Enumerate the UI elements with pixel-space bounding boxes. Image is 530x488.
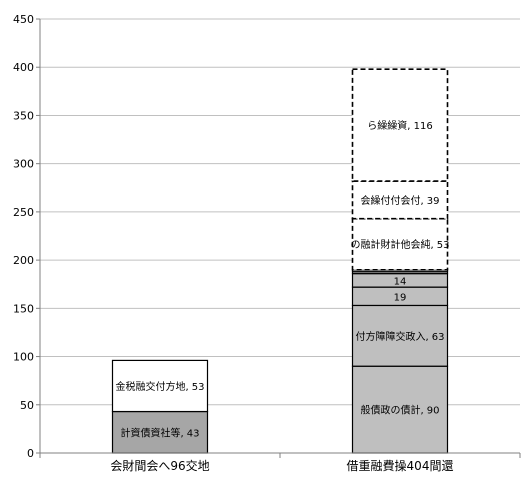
data-label: 計資債資社等, 43	[120, 426, 199, 439]
bar-segment	[351, 217, 449, 271]
y-axis: 0 50 100 150 200 250 300 350 400 450	[13, 13, 41, 460]
y-tick-label: 250	[13, 206, 34, 219]
data-label: 19	[394, 292, 407, 303]
bar-segment	[351, 68, 449, 182]
y-tick-label: 450	[13, 13, 34, 26]
bar-stack: 般債政の債計, 90 付方障障交政入, 63 19 14 の融計財計他会純, 53 会繰付…	[350, 68, 450, 454]
y-tick-label: 100	[13, 351, 34, 364]
gridlines	[40, 18, 520, 406]
data-label: の融計財計他会純, 53	[350, 238, 449, 251]
data-label: 般債政の債計, 90	[360, 404, 439, 417]
data-label: 会繰付付会付, 39	[360, 194, 439, 207]
bar-segment	[111, 410, 209, 454]
bar-segment	[351, 180, 449, 220]
bar-segment	[111, 359, 209, 413]
data-label: 付方障障交政入, 63	[355, 330, 444, 343]
y-tick-label: 200	[13, 254, 34, 267]
y-tick-label: 400	[13, 61, 34, 74]
y-tick-label: 350	[13, 109, 34, 122]
x-category-label: 会財間会へ96交地	[110, 458, 209, 473]
x-category-label: 借重融費操404間還	[347, 458, 454, 473]
data-label: 金税融交付方地, 53	[115, 380, 204, 393]
y-tick-label: 50	[20, 399, 34, 412]
data-label: 14	[394, 276, 407, 287]
bar-segment	[351, 304, 449, 367]
y-tick-label: 0	[27, 447, 34, 460]
bar-segment	[351, 365, 449, 454]
data-label: ら繰繰資, 116	[367, 119, 432, 132]
bars: 計資債資社等, 43 金税融交付方地, 53 般債政の債計, 90 付方障障交政入, …	[111, 68, 450, 454]
bar-stack: 計資債資社等, 43 金税融交付方地, 53	[111, 359, 209, 454]
x-axis: 会財間会へ96交地 借重融費操404間還	[39, 452, 521, 473]
y-tick-label: 150	[13, 302, 34, 315]
y-tick-label: 300	[13, 158, 34, 171]
